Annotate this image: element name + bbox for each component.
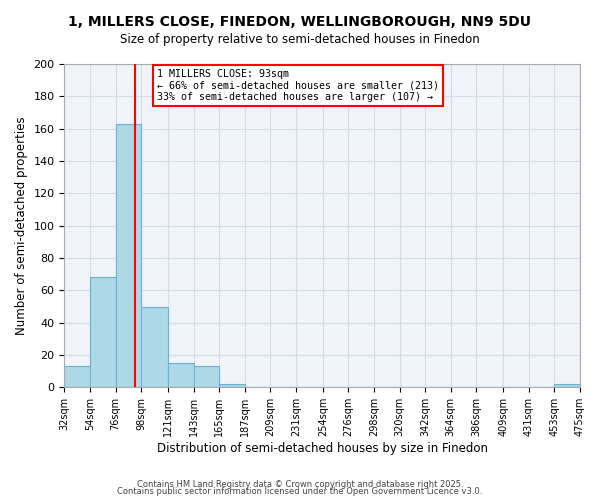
Bar xyxy=(554,384,580,388)
Text: Contains public sector information licensed under the Open Government Licence v3: Contains public sector information licen… xyxy=(118,487,482,496)
Text: 1, MILLERS CLOSE, FINEDON, WELLINGBOROUGH, NN9 5DU: 1, MILLERS CLOSE, FINEDON, WELLINGBOROUG… xyxy=(68,15,532,29)
Text: Size of property relative to semi-detached houses in Finedon: Size of property relative to semi-detach… xyxy=(120,32,480,46)
Text: 1 MILLERS CLOSE: 93sqm
← 66% of semi-detached houses are smaller (213)
33% of se: 1 MILLERS CLOSE: 93sqm ← 66% of semi-det… xyxy=(157,69,439,102)
X-axis label: Distribution of semi-detached houses by size in Finedon: Distribution of semi-detached houses by … xyxy=(157,442,488,455)
Bar xyxy=(90,278,116,388)
Bar xyxy=(194,366,219,388)
Bar xyxy=(116,124,141,388)
Bar xyxy=(64,366,90,388)
Bar xyxy=(141,306,168,388)
Bar xyxy=(219,384,245,388)
Text: Contains HM Land Registry data © Crown copyright and database right 2025.: Contains HM Land Registry data © Crown c… xyxy=(137,480,463,489)
Bar xyxy=(168,363,194,388)
Y-axis label: Number of semi-detached properties: Number of semi-detached properties xyxy=(15,116,28,335)
